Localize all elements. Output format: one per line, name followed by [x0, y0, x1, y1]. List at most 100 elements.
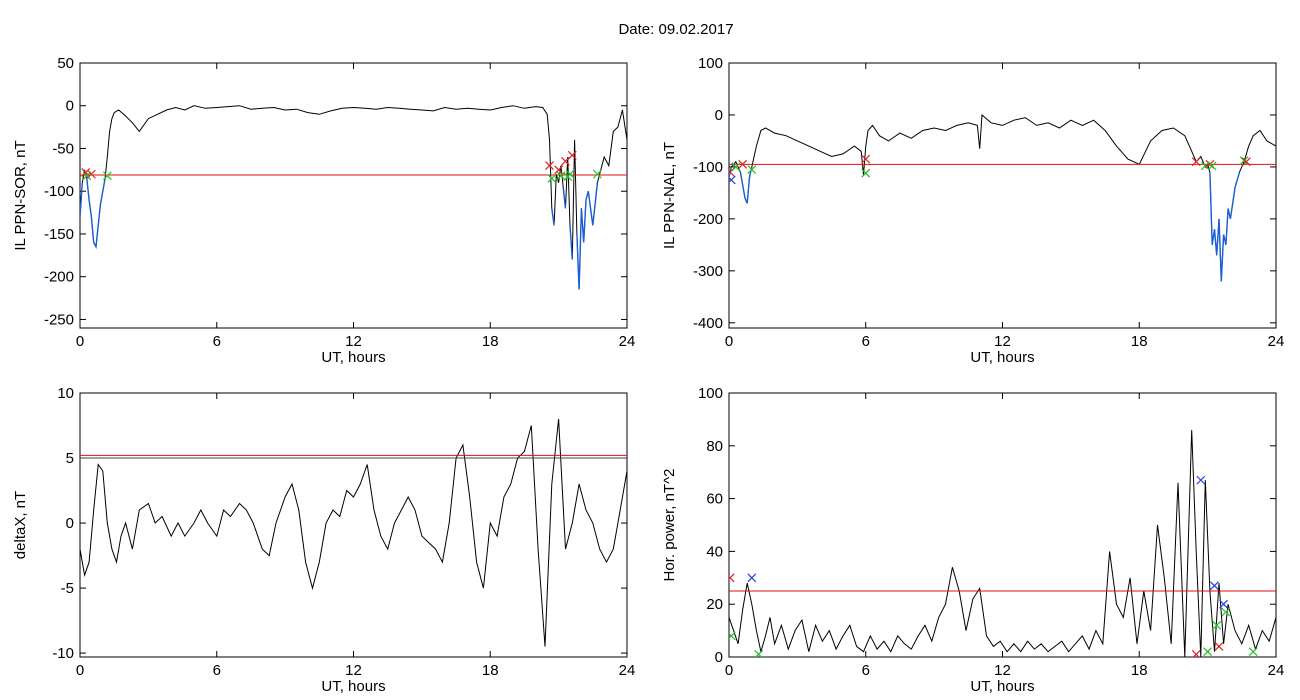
chart-1: 0 6 12 18 24 50 0 -50 -100 -150 -200 -250 UT, hours I… [12, 55, 635, 366]
x-tick-label: 0 [76, 333, 84, 350]
marker-green [731, 162, 741, 172]
y-tick-label: -5 [61, 580, 74, 597]
marker-red [861, 154, 871, 164]
x-tick-label: 24 [619, 662, 636, 679]
x-axis-label: UT, hours [970, 678, 1034, 695]
marker-red [1191, 649, 1201, 657]
y-tick-label: 50 [57, 55, 74, 72]
y-tick-label: 0 [715, 649, 723, 666]
marker-red [86, 169, 96, 179]
plot-frame [79, 62, 628, 329]
x-tick-label: 18 [1131, 333, 1148, 350]
below-threshold-segment [86, 178, 106, 250]
x-tick-label: 24 [619, 333, 636, 350]
marker-blue [1210, 581, 1219, 591]
plot-frame [728, 392, 1277, 658]
plot-area [80, 105, 627, 290]
marker-green [1221, 607, 1231, 617]
y-tick-label: -10 [52, 645, 74, 662]
x-tick-label: 6 [862, 333, 870, 350]
series-line-1 [80, 418, 627, 647]
y-tick-label: 0 [66, 515, 74, 532]
marker-red [1191, 157, 1201, 167]
below-threshold-segment [576, 182, 599, 290]
series-line-1 [80, 105, 627, 290]
figure-title: Date: 09.02.2017 [618, 21, 733, 38]
x-tick-label: 0 [725, 662, 733, 679]
marker-green [82, 171, 92, 181]
marker-red [567, 150, 577, 160]
y-tick-label: -50 [52, 140, 74, 157]
marker-blue [1196, 475, 1206, 485]
chart-2: 0 6 12 18 24 100 0 -100 -200 -300 -400 UT, hours IL … [661, 55, 1284, 366]
y-tick-label: 100 [698, 55, 723, 72]
y-axis-label: Hor. power, nT^2 [661, 469, 678, 582]
marker-green [102, 171, 112, 181]
y-tick-label: -100 [44, 183, 74, 200]
marker-green [592, 169, 602, 179]
marker-green [1239, 156, 1249, 166]
series-line-1 [729, 113, 1276, 282]
y-tick-label: -200 [44, 269, 74, 286]
y-tick-label: -400 [693, 315, 723, 332]
y-axis-label: IL PPN-SOR, nT [12, 140, 29, 250]
x-tick-label: 18 [482, 333, 499, 350]
y-tick-label: -250 [44, 311, 74, 328]
y-tick-label: 40 [706, 543, 723, 560]
below-threshold-segment [569, 225, 573, 260]
marker-red [1241, 157, 1251, 167]
x-tick-label: 6 [213, 662, 221, 679]
marker-red [729, 573, 735, 583]
plot-area [729, 429, 1276, 657]
x-tick-label: 12 [994, 333, 1011, 350]
plot-area [80, 418, 627, 647]
marker-green [1248, 647, 1258, 657]
x-tick-label: 24 [1268, 662, 1285, 679]
x-tick-label: 0 [76, 662, 84, 679]
marker-green [1207, 161, 1217, 171]
x-tick-label: 18 [1131, 662, 1148, 679]
marker-blue [1219, 599, 1229, 609]
x-tick-label: 6 [862, 662, 870, 679]
marker-blue [747, 573, 757, 583]
marker-red [561, 156, 570, 166]
below-threshold-segment [551, 208, 555, 226]
marker-red [1214, 642, 1224, 651]
y-tick-label: 60 [706, 491, 723, 508]
chart-4: 0 6 12 18 24 100 80 60 40 20 0 UT, hours Hor. power,… [661, 385, 1284, 695]
series-line-1 [729, 429, 1276, 657]
x-tick-label: 18 [482, 662, 499, 679]
marker-green [861, 168, 871, 178]
marker-green [565, 169, 575, 179]
chart-3: 0 6 12 18 24 10 5 0 -5 -10 UT, hours deltaX, nT [12, 385, 635, 695]
plot-frame [79, 392, 628, 658]
marker-red [738, 159, 748, 169]
y-tick-label: 100 [698, 385, 723, 402]
x-tick-label: 6 [213, 333, 221, 350]
x-tick-label: 12 [345, 662, 362, 679]
y-tick-label: 5 [66, 450, 74, 467]
marker-green [1212, 620, 1222, 630]
y-tick-label: -200 [693, 211, 723, 228]
marker-red [554, 165, 564, 175]
marker-green [729, 631, 736, 641]
y-tick-label: 10 [57, 385, 74, 402]
marker-blue [729, 175, 736, 185]
x-axis-label: UT, hours [970, 349, 1034, 366]
x-tick-label: 12 [994, 662, 1011, 679]
y-tick-label: -150 [44, 226, 74, 243]
y-tick-label: 0 [715, 107, 723, 124]
x-axis-label: UT, hours [321, 678, 385, 695]
plot-frame [728, 62, 1277, 329]
below-threshold-segment [562, 186, 567, 209]
y-tick-label: -300 [693, 263, 723, 280]
x-axis-label: UT, hours [321, 349, 385, 366]
marker-green [754, 649, 764, 657]
plot-area [729, 113, 1276, 282]
x-tick-label: 0 [725, 333, 733, 350]
y-tick-label: 20 [706, 596, 723, 613]
y-tick-label: 0 [66, 98, 74, 115]
x-tick-label: 12 [345, 333, 362, 350]
